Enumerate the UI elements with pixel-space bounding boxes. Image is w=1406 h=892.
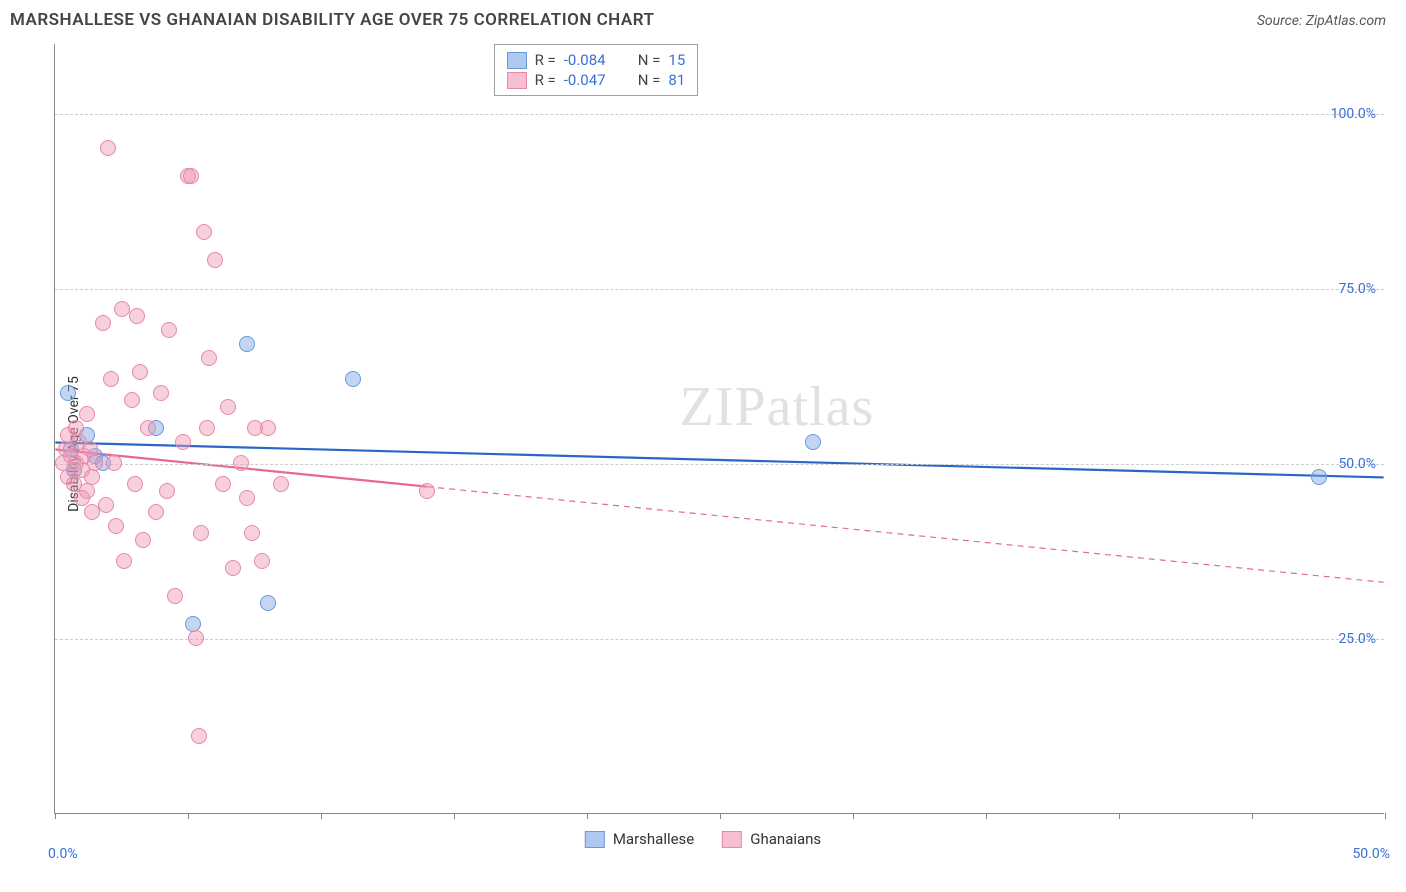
data-point	[132, 364, 148, 380]
gridline-h	[55, 289, 1384, 290]
y-tick-label: 75.0%	[1338, 281, 1376, 297]
data-point	[199, 420, 215, 436]
x-tick-mark	[587, 813, 588, 819]
gridline-h	[55, 639, 1384, 640]
data-point	[108, 518, 124, 534]
x-tick-mark	[720, 813, 721, 819]
data-point	[74, 490, 90, 506]
x-tick-mark	[55, 813, 56, 819]
x-tick-mark	[986, 813, 987, 819]
y-tick-label: 50.0%	[1338, 456, 1376, 472]
data-point	[260, 420, 276, 436]
data-point	[191, 728, 207, 744]
legend-r-value: -0.084	[564, 51, 620, 69]
legend-row: R = -0.047 N = 81	[507, 70, 686, 90]
data-point	[1311, 469, 1327, 485]
data-point	[193, 525, 209, 541]
legend-row: R = -0.084 N = 15	[507, 50, 686, 70]
data-point	[87, 455, 103, 471]
x-min-label: 0.0%	[48, 846, 78, 862]
chart-header: MARSHALLESE VS GHANAIAN DISABILITY AGE O…	[0, 0, 1406, 34]
legend-swatch	[507, 52, 527, 69]
legend-n-value: 81	[668, 71, 685, 89]
data-point	[260, 595, 276, 611]
legend-r-label: R =	[535, 71, 556, 89]
data-point	[135, 532, 151, 548]
watermark-text: ZIPatlas	[680, 375, 875, 439]
x-tick-mark	[321, 813, 322, 819]
x-tick-mark	[188, 813, 189, 819]
data-point	[196, 224, 212, 240]
data-point	[79, 406, 95, 422]
x-tick-mark	[1119, 813, 1120, 819]
data-point	[254, 553, 270, 569]
chart-source: Source: ZipAtlas.com	[1257, 13, 1386, 29]
data-point	[239, 490, 255, 506]
data-point	[84, 469, 100, 485]
y-tick-label: 100.0%	[1331, 106, 1376, 122]
data-point	[175, 434, 191, 450]
chart-title: MARSHALLESE VS GHANAIAN DISABILITY AGE O…	[10, 10, 654, 30]
data-point	[419, 483, 435, 499]
data-point	[167, 588, 183, 604]
data-point	[215, 476, 231, 492]
plot-region: ZIPatlas R = -0.084 N = 15 R = -0.047 N = 81 25…	[54, 44, 1384, 814]
data-point	[244, 525, 260, 541]
data-point	[207, 252, 223, 268]
legend-n-value: 15	[668, 51, 685, 69]
legend-label: Ghanaians	[750, 830, 821, 848]
data-point	[273, 476, 289, 492]
legend-item: Marshallese	[585, 830, 694, 848]
legend-n-label: N =	[638, 71, 661, 89]
data-point	[188, 630, 204, 646]
data-point	[106, 455, 122, 471]
data-point	[159, 483, 175, 499]
data-point	[153, 385, 169, 401]
legend-swatch	[722, 831, 742, 848]
chart-area: Disability Age Over 75 ZIPatlas R =-0.08…	[10, 34, 1396, 854]
legend-item: Ghanaians	[722, 830, 821, 848]
data-point	[345, 371, 361, 387]
legend-n-label: N =	[638, 51, 661, 69]
data-point	[60, 385, 76, 401]
data-point	[129, 308, 145, 324]
x-tick-mark	[1252, 813, 1253, 819]
data-point	[124, 392, 140, 408]
gridline-h	[55, 114, 1384, 115]
x-max-label: 50.0%	[1352, 846, 1390, 862]
data-point	[805, 434, 821, 450]
data-point	[201, 350, 217, 366]
data-point	[114, 301, 130, 317]
legend-r-label: R =	[535, 51, 556, 69]
data-point	[183, 168, 199, 184]
legend-r-value: -0.047	[564, 71, 620, 89]
data-point	[103, 371, 119, 387]
x-tick-mark	[454, 813, 455, 819]
data-point	[239, 336, 255, 352]
x-tick-mark	[1385, 813, 1386, 819]
series-legend: Marshallese Ghanaians	[585, 830, 821, 848]
data-point	[140, 420, 156, 436]
gridline-h	[55, 464, 1384, 465]
data-point	[100, 140, 116, 156]
data-point	[161, 322, 177, 338]
x-tick-mark	[853, 813, 854, 819]
data-point	[225, 560, 241, 576]
data-point	[148, 504, 164, 520]
data-point	[220, 399, 236, 415]
data-point	[68, 420, 84, 436]
data-point	[233, 455, 249, 471]
y-tick-label: 25.0%	[1338, 631, 1376, 647]
data-point	[98, 497, 114, 513]
legend-swatch	[507, 72, 527, 89]
legend-swatch	[585, 831, 605, 848]
data-point	[127, 476, 143, 492]
legend-label: Marshallese	[613, 830, 694, 848]
data-point	[116, 553, 132, 569]
data-point	[95, 315, 111, 331]
correlation-legend: R = -0.084 N = 15 R = -0.047 N = 81	[494, 44, 699, 96]
